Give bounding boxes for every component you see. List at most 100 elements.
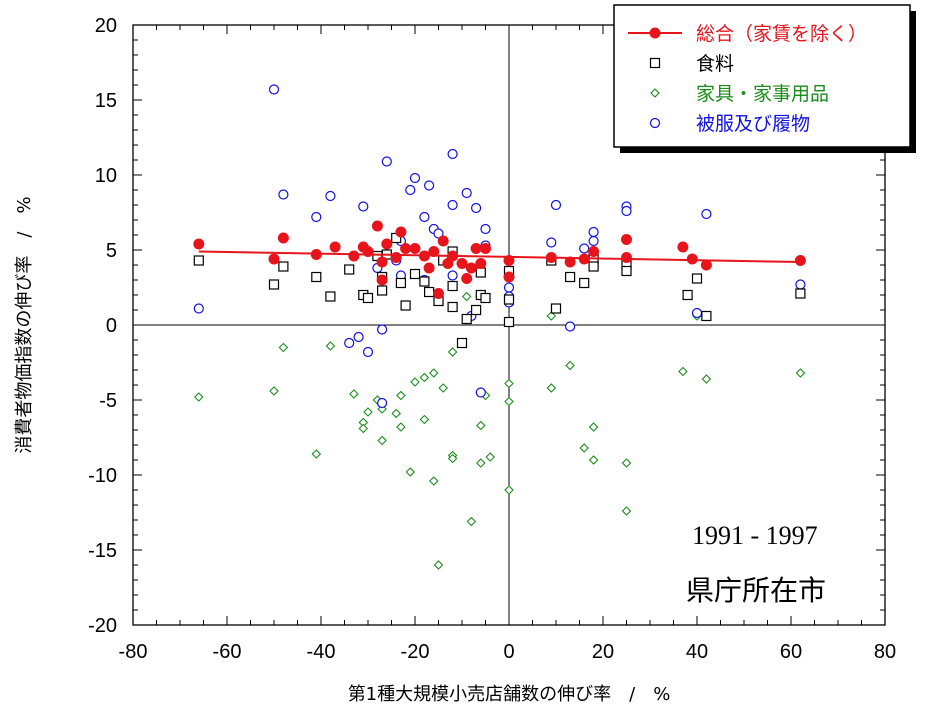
- data-point-food: [579, 277, 590, 289]
- data-point-total: [423, 262, 435, 274]
- data-point-clothing: [424, 180, 435, 191]
- data-point-total: [433, 288, 444, 299]
- data-point-clothing: [377, 397, 388, 409]
- data-point-clothing: [311, 211, 322, 223]
- data-point-furniture: [466, 516, 477, 527]
- x-tick-label: 40: [686, 641, 708, 663]
- legend-marker-food: [649, 57, 661, 69]
- data-point-food: [682, 289, 693, 301]
- data-point-furniture: [405, 467, 416, 477]
- data-point-clothing: [550, 199, 562, 211]
- y-tick-label: 10: [95, 165, 117, 187]
- data-point-furniture: [363, 407, 373, 417]
- legend-marker-clothing: [649, 117, 661, 129]
- data-point-food: [701, 310, 712, 322]
- data-point-total: [686, 253, 698, 265]
- y-axis-title: 消費者物価指数の伸び率 / %: [14, 196, 35, 453]
- data-point-furniture: [438, 383, 448, 393]
- data-point-clothing: [461, 187, 472, 199]
- data-point-total: [480, 243, 491, 254]
- data-points: [193, 84, 806, 570]
- x-tick-label: -80: [119, 641, 148, 663]
- data-point-food: [795, 288, 806, 299]
- data-point-clothing: [795, 279, 806, 290]
- data-point-furniture: [476, 420, 486, 431]
- data-point-food: [461, 313, 472, 325]
- data-point-furniture: [546, 311, 557, 321]
- data-point-clothing: [447, 199, 458, 211]
- data-point-furniture: [194, 392, 204, 402]
- data-point-furniture: [621, 458, 632, 468]
- data-point-food: [311, 271, 322, 283]
- data-point-clothing: [691, 307, 703, 319]
- data-point-furniture: [410, 377, 420, 387]
- legend-marker-total: [649, 27, 661, 39]
- data-point-food: [475, 267, 486, 278]
- data-point-furniture: [311, 449, 322, 459]
- data-point-food: [691, 273, 703, 284]
- legend-label: 総合（家賃を除く）: [696, 23, 867, 45]
- data-point-furniture: [358, 423, 369, 434]
- data-point-food: [362, 292, 374, 304]
- data-point-clothing: [405, 184, 416, 196]
- legend-label: 被服及び履物: [696, 113, 810, 135]
- x-tick-label: 20: [592, 641, 614, 663]
- data-point-total: [376, 256, 388, 268]
- data-point-furniture: [269, 386, 279, 396]
- data-point-furniture: [504, 485, 514, 495]
- annotation-period: 1991 - 1997: [692, 521, 818, 550]
- data-point-food: [325, 291, 336, 302]
- data-point-furniture: [396, 390, 406, 401]
- data-point-food: [503, 294, 515, 305]
- data-point-clothing: [621, 205, 632, 217]
- data-point-clothing: [546, 237, 557, 248]
- data-point-clothing: [409, 172, 421, 184]
- y-tick-label: 5: [106, 240, 117, 262]
- data-point-furniture: [485, 452, 495, 462]
- data-point-total: [794, 255, 806, 266]
- data-point-furniture: [621, 506, 632, 516]
- data-point-clothing: [381, 156, 392, 167]
- data-point-total: [409, 243, 421, 254]
- data-point-furniture: [678, 366, 688, 377]
- data-point-clothing: [480, 223, 491, 235]
- data-point-clothing: [564, 321, 576, 332]
- data-point-furniture: [391, 408, 401, 419]
- y-tick-label: 20: [95, 15, 117, 37]
- data-point-total: [395, 226, 407, 238]
- data-point-food: [480, 292, 491, 304]
- data-point-food: [550, 303, 562, 314]
- data-point-total: [621, 234, 632, 245]
- data-point-total: [371, 220, 383, 232]
- data-point-total: [621, 252, 632, 263]
- data-point-food: [419, 276, 430, 287]
- data-point-furniture: [447, 453, 458, 464]
- y-tick-label: -20: [88, 615, 117, 637]
- data-point-total: [470, 243, 482, 254]
- data-point-furniture: [795, 368, 806, 378]
- data-point-furniture: [429, 476, 439, 486]
- data-point-furniture: [588, 422, 599, 432]
- data-point-clothing: [447, 148, 458, 160]
- data-point-food: [564, 271, 576, 283]
- data-point-total: [400, 243, 412, 254]
- data-point-food: [456, 337, 468, 349]
- data-point-food: [503, 316, 515, 328]
- legend-label: 食料: [696, 53, 734, 75]
- data-point-food: [447, 301, 458, 313]
- data-point-furniture: [429, 368, 439, 378]
- data-point-clothing: [588, 226, 599, 238]
- data-point-furniture: [419, 372, 430, 383]
- data-point-food: [268, 279, 280, 290]
- data-point-clothing: [362, 346, 374, 358]
- data-point-total: [437, 235, 449, 247]
- trendline-total: [198, 250, 801, 263]
- legend-box: [613, 4, 911, 148]
- data-point-furniture: [579, 443, 589, 453]
- legend-item-food: 食料: [649, 53, 734, 75]
- legend-item-clothing: 被服及び履物: [649, 113, 810, 135]
- data-point-clothing: [193, 303, 204, 314]
- data-point-clothing: [419, 211, 430, 223]
- data-point-total: [348, 250, 360, 262]
